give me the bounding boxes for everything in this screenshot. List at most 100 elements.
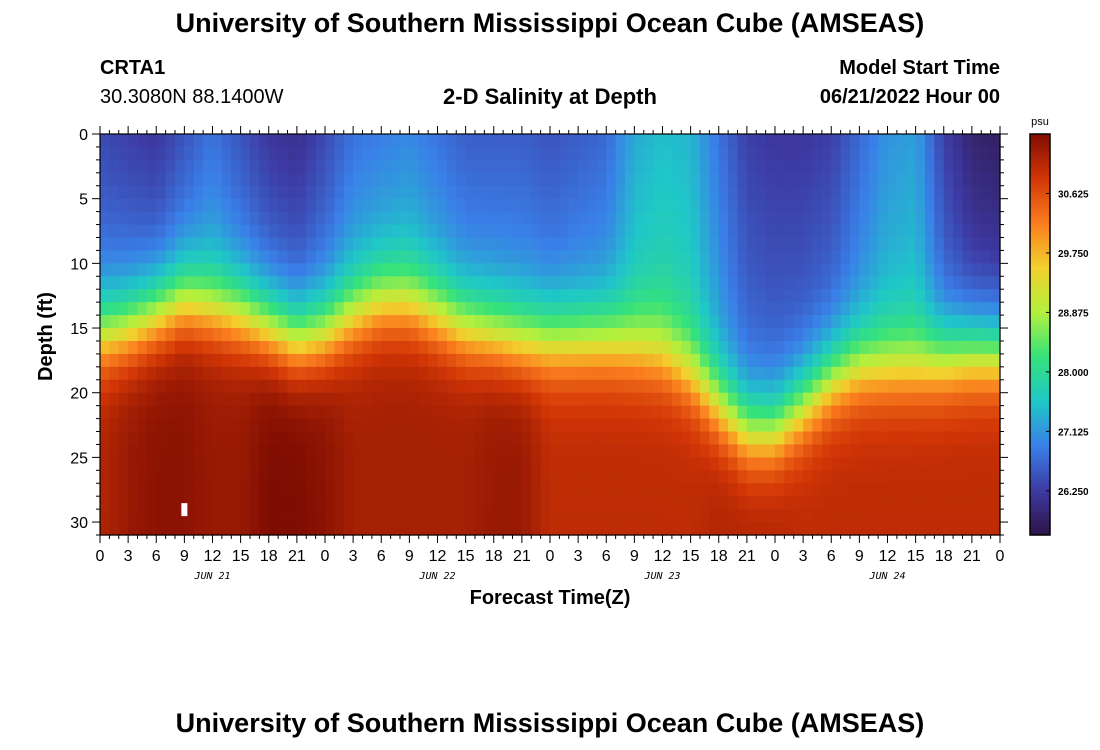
heatmap-cell [990,392,1001,407]
heatmap-cell [850,509,860,523]
heatmap-cell [671,366,682,381]
heatmap-cell [137,172,148,187]
heatmap-cell [728,185,739,200]
heatmap-cell [296,366,307,381]
heatmap-cell [812,211,823,226]
heatmap-cell [484,211,495,226]
heatmap-cell [700,134,710,148]
heatmap-cell [334,276,345,290]
heatmap-cell [371,315,382,329]
heatmap-cell [953,172,964,187]
heatmap-cell [915,522,926,536]
heatmap-cell [100,250,110,264]
heatmap-cell [746,444,757,458]
heatmap-cell [775,134,785,148]
heatmap-cell [559,366,570,381]
heatmap-cell [625,185,635,200]
heatmap-cell [653,379,664,394]
heatmap-cell [606,470,617,484]
heatmap-cell [568,522,579,536]
heatmap-cell [671,431,682,446]
heatmap-cell [868,276,879,290]
heatmap-cell [221,328,232,342]
heatmap-cell [231,509,242,523]
heatmap-cell [156,146,167,161]
heatmap-cell [521,172,532,187]
heatmap-cell [812,470,823,484]
heatmap-cell [400,159,410,174]
heatmap-cell [990,340,1001,355]
heatmap-cell [700,211,710,226]
heatmap-cell [184,198,195,213]
heatmap-cell [250,522,260,536]
heatmap-cell [268,250,279,264]
heatmap-cell [493,224,504,239]
heatmap-cell [381,392,392,407]
heatmap-cell [156,431,167,446]
heatmap-cell [287,328,298,342]
heatmap-cell [165,289,176,303]
heatmap-cell [503,198,514,213]
heatmap-cell [634,315,645,329]
heatmap-cell [746,159,757,174]
heatmap-cell [578,224,589,239]
heatmap-cell [531,470,542,484]
heatmap-cell [803,340,814,355]
heatmap-cell [203,134,214,148]
heatmap-cell [475,483,485,497]
heatmap-cell [850,289,860,303]
heatmap-cell [925,366,935,381]
heatmap-cell [400,509,410,523]
heatmap-cell [962,392,973,407]
heatmap-cell [193,198,204,213]
heatmap-cell [990,198,1001,213]
heatmap-cell [643,302,654,316]
heatmap-cell [484,289,495,303]
heatmap-cell [690,134,701,148]
heatmap-cell [550,289,560,303]
heatmap-cell [371,509,382,523]
heatmap-cell [615,353,626,368]
heatmap-cell [859,405,870,420]
heatmap-cell [962,276,973,290]
heatmap-cell [287,263,298,277]
heatmap-cell [418,431,429,446]
heatmap-cell [690,185,701,200]
heatmap-cell [653,185,664,200]
heatmap-cell [859,328,870,342]
heatmap-cell [390,211,401,226]
heatmap-cell [887,431,898,446]
heatmap-cell [953,237,964,252]
heatmap-cell [971,289,982,303]
heatmap-cell [475,444,485,458]
heatmap-cell [325,328,335,342]
heatmap-cell [765,405,776,420]
heatmap-cell [493,250,504,264]
x-tick-label: 0 [546,548,555,565]
heatmap-cell [643,211,654,226]
heatmap-cell [475,328,485,342]
heatmap-cell [737,134,748,148]
heatmap-cell [137,457,148,471]
heatmap-cell [193,340,204,355]
heatmap-cell [493,146,504,161]
heatmap-cell [212,289,223,303]
heatmap-cell [268,237,279,252]
heatmap-cell [737,237,748,252]
heatmap-cell [821,211,832,226]
x-tick-label: 21 [738,548,756,565]
heatmap-cell [409,289,420,303]
heatmap-cell [325,379,335,394]
heatmap-cell [896,418,907,433]
heatmap-cell [371,444,382,458]
heatmap-cell [831,353,842,368]
heatmap-cell [503,418,514,433]
heatmap-cell [306,431,317,446]
x-tick-label: 21 [963,548,981,565]
heatmap-cell [156,418,167,433]
heatmap-cell [390,315,401,329]
heatmap-cell [521,224,532,239]
heatmap-cell [681,431,692,446]
heatmap-cell [615,405,626,420]
heatmap-cell [681,392,692,407]
